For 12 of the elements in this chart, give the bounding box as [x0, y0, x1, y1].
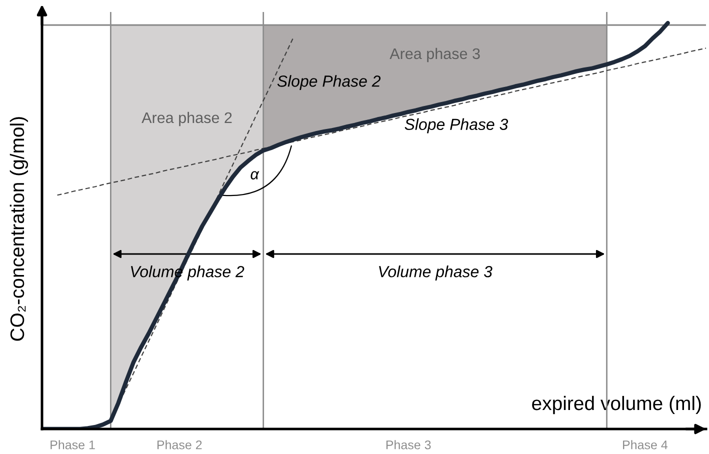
x-tick-label: Phase 2 [157, 440, 202, 450]
x-tick-label: Phase 1 [50, 440, 95, 450]
annotation: Volume phase 3 [379, 266, 492, 280]
x-tick-label: Phase 3 [386, 440, 431, 450]
y-axis-title: CO₂-concentration (g/mol) [10, 117, 28, 341]
annotation: α [250, 171, 260, 180]
series-label: Slope Phase 3 [404, 118, 508, 134]
series-label: Area phase 3 [390, 48, 480, 62]
series-label: Area phase 2 [142, 112, 232, 126]
series-label: Slope Phase 2 [277, 75, 381, 90]
x-axis-title: expired volume (ml) [532, 396, 701, 414]
x-tick-label: Phase 4 [623, 440, 668, 450]
